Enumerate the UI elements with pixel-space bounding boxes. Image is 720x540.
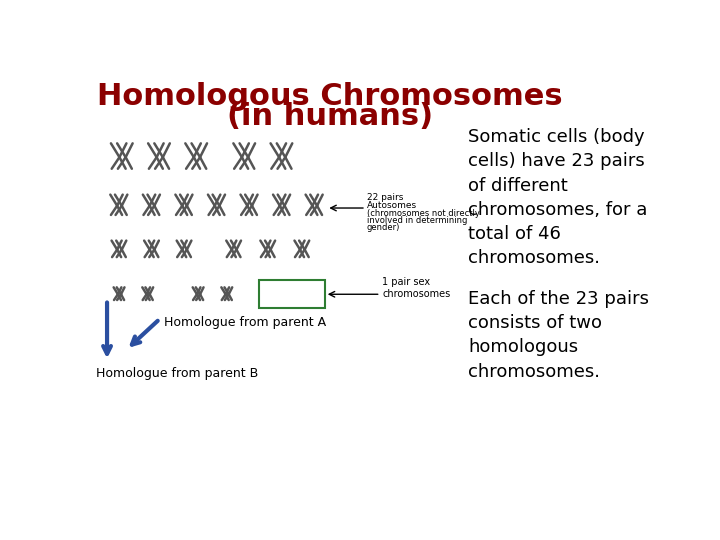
Text: 1 pair sex
chromosomes: 1 pair sex chromosomes (382, 277, 451, 299)
Text: Autosomes: Autosomes (366, 201, 417, 210)
Text: Homologous Chromosomes: Homologous Chromosomes (97, 82, 563, 111)
Text: Each of the 23 pairs
consists of two
homologous
chromosomes.: Each of the 23 pairs consists of two hom… (468, 289, 649, 381)
Text: gender): gender) (366, 222, 400, 232)
Text: Somatic cells (body
cells) have 23 pairs
of different
chromosomes, for a
total o: Somatic cells (body cells) have 23 pairs… (468, 128, 647, 267)
Text: Homologue from parent B: Homologue from parent B (96, 367, 258, 380)
Text: involved in determining: involved in determining (366, 215, 467, 225)
Bar (259, 280, 325, 308)
Text: 22 pairs: 22 pairs (366, 193, 403, 202)
Text: Homologue from parent A: Homologue from parent A (163, 316, 325, 329)
Text: (chromosomes not directly: (chromosomes not directly (366, 209, 480, 218)
Text: (in humans): (in humans) (228, 102, 433, 131)
